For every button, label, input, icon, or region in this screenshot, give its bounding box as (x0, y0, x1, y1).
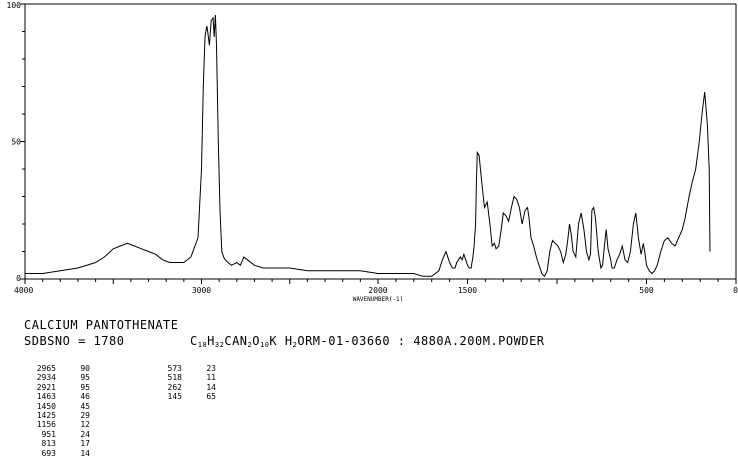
x-tick-label: 2000 (368, 286, 387, 295)
peak-transmittance: 46 (80, 392, 90, 402)
peak-transmittance: 95 (80, 382, 90, 392)
peak-wavenumber: 2934 (36, 373, 56, 383)
peak-wavenumber: 1156 (36, 420, 56, 430)
compound-name: CALCIUM PANTOTHENATE (24, 318, 179, 332)
peak-wavenumber: 573 (167, 364, 182, 373)
x-tick-label: 0 (733, 286, 738, 295)
peak-row: 951 24 (22, 430, 90, 439)
plot-frame (24, 3, 737, 280)
peak-row: 573 23 (148, 364, 216, 373)
peak-row: 1156 12 (22, 420, 90, 429)
x-tick-label: 3000 (192, 286, 211, 295)
y-tick-label: 100 (7, 1, 22, 10)
x-axis-title: WAVENUMBER(-1) (353, 296, 404, 303)
peak-row: 1425 29 (22, 411, 90, 420)
peak-wavenumber: 2921 (36, 382, 56, 392)
peak-transmittance: 90 (80, 364, 90, 373)
formula-h: H (207, 334, 215, 348)
formula-o: O (252, 334, 260, 348)
peak-wavenumber: 1450 (36, 401, 56, 411)
peak-row: 145 65 (148, 392, 216, 401)
peak-row: 813 17 (22, 439, 90, 448)
peak-row: 518 11 (148, 373, 216, 382)
sdbs-number: SDBSNO = 1780 (24, 334, 125, 348)
peak-wavenumber: 693 (41, 448, 56, 458)
peak-wavenumber: 518 (167, 373, 182, 383)
peak-row: 2965 90 (22, 364, 90, 373)
peak-transmittance: 17 (80, 439, 90, 449)
molecular-formula: C18H32CAN2O10K H2ORM-01-03660 : 4880A.20… (190, 334, 545, 349)
axis-ticks (20, 3, 737, 284)
formula-can: CAN (224, 334, 248, 348)
peak-row: 693 14 (22, 449, 90, 458)
formula-k: K (269, 334, 278, 348)
peak-transmittance: 14 (80, 448, 90, 458)
peak-transmittance: 95 (80, 373, 90, 383)
peak-row: 262 14 (148, 383, 216, 392)
peak-row: 1463 46 (22, 392, 90, 401)
peak-row: 2921 95 (22, 383, 90, 392)
peak-transmittance: 12 (80, 420, 90, 430)
peak-transmittance: 45 (80, 401, 90, 411)
formula-h2-count: 2 (292, 341, 298, 349)
formula-n-count: 2 (247, 341, 253, 349)
y-tick-label: 50 (11, 138, 21, 147)
peak-wavenumber: 813 (41, 439, 56, 449)
peak-transmittance: 29 (80, 411, 90, 421)
peak-row: 2934 95 (22, 373, 90, 382)
formula-h2: H (284, 334, 293, 348)
y-tick-label: 0 (16, 274, 21, 283)
peak-row: 1450 45 (22, 402, 90, 411)
x-tick-label: 4000 (14, 286, 33, 295)
peak-wavenumber: 145 (167, 392, 182, 402)
spectrum-line (25, 14, 711, 278)
x-tick-label: 500 (639, 286, 654, 295)
peak-transmittance: 65 (206, 392, 216, 402)
formula-o-count: 10 (259, 341, 270, 349)
peak-wavenumber: 262 (167, 382, 182, 392)
formula-c: C (190, 334, 198, 348)
formula-rest: ORM-01-03660 : 4880A.200M.POWDER (297, 334, 545, 348)
peak-transmittance: 11 (206, 373, 216, 383)
formula-h-count: 32 (214, 341, 225, 349)
peak-wavenumber: 1425 (36, 411, 56, 421)
formula-c-count: 18 (197, 341, 208, 349)
x-tick-label: 1500 (458, 286, 477, 295)
peak-transmittance: 14 (206, 382, 216, 392)
peak-wavenumber: 2965 (36, 364, 56, 373)
peak-transmittance: 23 (206, 364, 216, 373)
peak-wavenumber: 951 (41, 429, 56, 439)
peak-table-col2: 573 23 518 11 262 14 145 65 (148, 364, 216, 402)
peak-wavenumber: 1463 (36, 392, 56, 402)
peak-transmittance: 24 (80, 429, 90, 439)
peak-table-col1: 2965 90 2934 95 2921 95 1463 46 1450 45 1425 29 1156… (22, 364, 90, 458)
